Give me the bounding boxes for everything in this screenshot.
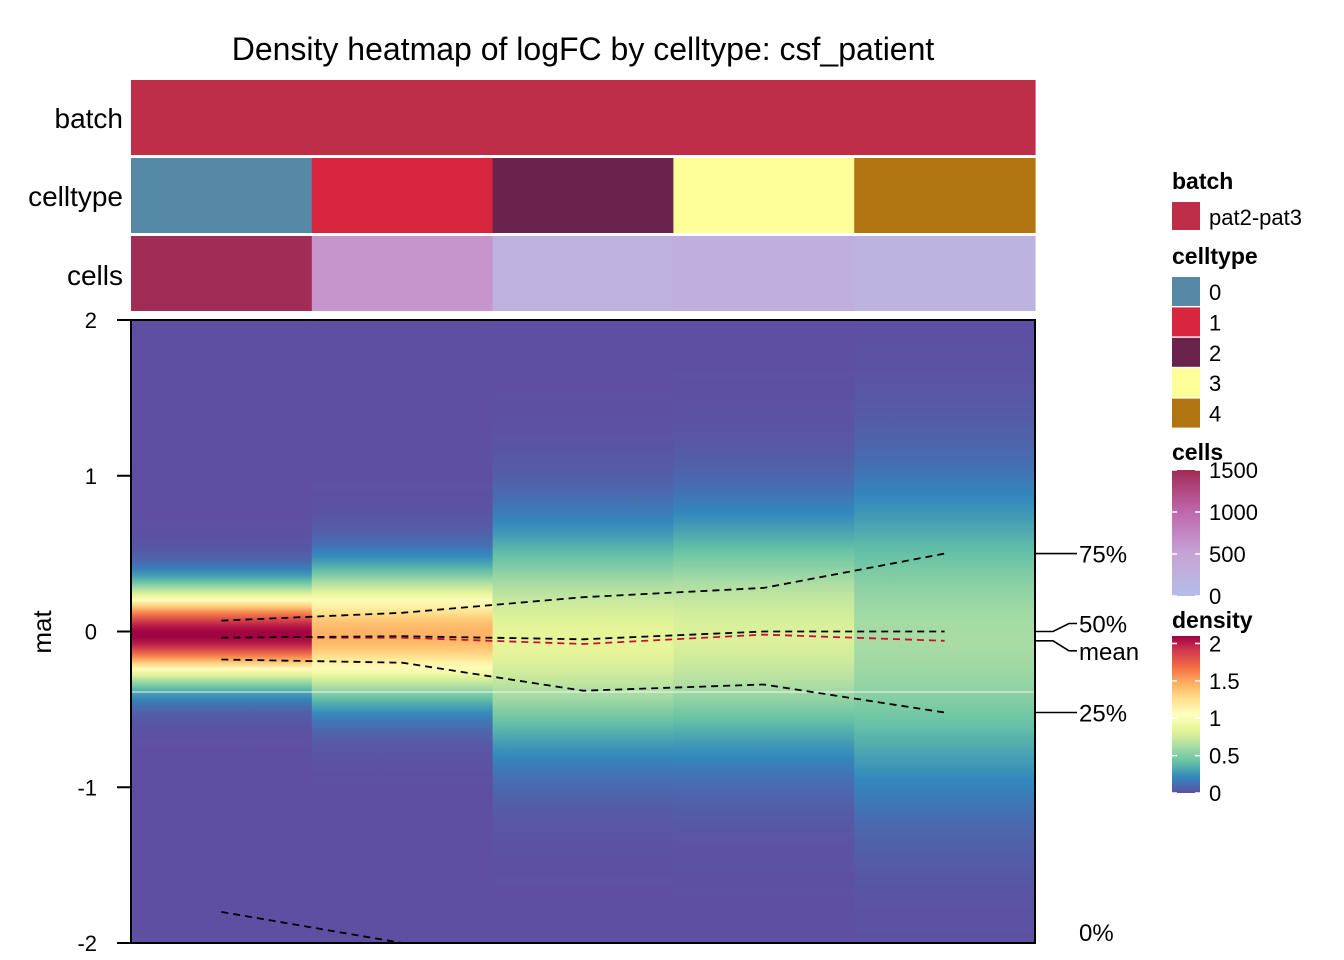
batch-cell	[131, 80, 313, 155]
legend-batch-title: batch	[1172, 168, 1233, 194]
legend-cells-tick-label: 0	[1209, 584, 1221, 609]
quantile-line-50	[221, 630, 945, 641]
legend-density-tick-label: 1	[1209, 706, 1221, 731]
y-tick-label: -1	[77, 775, 97, 800]
density-column	[131, 320, 313, 943]
quantile-labels: 75% 50%mean 25% 0%	[1035, 542, 1139, 947]
quantile-label-q0: 0%	[1079, 920, 1114, 947]
legend-celltype-swatch	[1172, 307, 1200, 337]
celltype-cell	[673, 158, 855, 233]
quantile-line-25	[221, 658, 945, 714]
legend-density-colorbar	[1172, 636, 1200, 793]
y-axis: 2 1 0 -1 -2	[77, 308, 132, 956]
legend-cells-title: cells	[1172, 439, 1223, 465]
legend-celltype-title: celltype	[1172, 243, 1258, 269]
legend-celltype-label: 0	[1209, 280, 1221, 305]
legend-celltype-label: 3	[1209, 371, 1221, 396]
celltype-cell	[131, 158, 313, 233]
legend-density-tick-label: 0.5	[1209, 744, 1240, 769]
legend-celltype: celltype 0 1 2 3 4	[1172, 243, 1258, 428]
legend-cells-tick-label: 1000	[1209, 500, 1258, 525]
cells-cell	[311, 236, 494, 311]
legend-density-tick-label: 2	[1209, 631, 1221, 656]
batch-cell	[492, 80, 674, 155]
legend-batch-swatch	[1172, 202, 1200, 230]
cells-cell	[854, 236, 1036, 311]
cells-cell	[131, 236, 313, 311]
annotation-label-cells: cells	[67, 260, 123, 291]
legend-celltype-swatch	[1172, 368, 1200, 398]
y-tick-label: -2	[77, 931, 97, 956]
legend-density-tick-label: 1.5	[1209, 669, 1240, 694]
quantile-line-75	[221, 552, 945, 622]
quantile-connector-mean	[1035, 640, 1077, 652]
legend-celltype-swatch	[1172, 277, 1200, 306]
quantile-label-q25: 25%	[1079, 700, 1127, 727]
legend-batch: batch pat2-pat3	[1172, 168, 1302, 230]
cells-cell	[492, 236, 674, 311]
annotation-track-batch	[131, 80, 1036, 155]
quantile-label-q50: 50%	[1079, 612, 1127, 639]
cells-cell	[673, 236, 855, 311]
chart-title: Density heatmap of logFC by celltype: cs…	[232, 31, 935, 67]
annotation-track-celltype	[131, 158, 1036, 233]
celltype-cell	[492, 158, 674, 233]
legend-cells-colorbar	[1172, 470, 1200, 596]
legend-celltype-swatch	[1172, 398, 1200, 428]
legend-batch-label: pat2-pat3	[1209, 205, 1302, 230]
density-column	[492, 320, 674, 943]
quantile-label-mean: mean	[1079, 639, 1139, 666]
legend-cells: cells 1500 1000 500 0	[1172, 439, 1258, 609]
batch-cell	[854, 80, 1036, 155]
annotation-track-cells	[131, 236, 1036, 311]
y-axis-label: mat	[27, 610, 57, 654]
batch-cell	[673, 80, 855, 155]
legend-celltype-label: 1	[1209, 310, 1221, 335]
quantile-label-q75: 75%	[1079, 542, 1127, 569]
quantile-connector-q50	[1035, 622, 1077, 633]
legend-celltype-swatch	[1172, 337, 1200, 367]
celltype-cell	[854, 158, 1036, 233]
annotation-label-celltype: celltype	[28, 181, 123, 212]
legend-celltype-label: 2	[1209, 341, 1221, 366]
y-tick-label: 0	[85, 620, 97, 645]
legend-celltype-label: 4	[1209, 402, 1221, 427]
legend-cells-tick-label: 500	[1209, 542, 1246, 567]
mean-line	[221, 633, 945, 645]
quantile-lines	[221, 552, 945, 944]
annotation-label-batch: batch	[55, 103, 124, 134]
legend-density-title: density	[1172, 607, 1253, 633]
legend-cells-tick-label: 1500	[1209, 458, 1258, 483]
y-tick-label: 1	[85, 464, 97, 489]
quantile-line-0	[221, 911, 403, 944]
legend-density-tick-label: 0	[1209, 781, 1221, 806]
y-tick-label: 2	[85, 308, 97, 333]
batch-cell	[311, 80, 494, 155]
legend-density: density 2 1.5 1 0.5 0	[1172, 607, 1253, 806]
density-column	[311, 320, 494, 943]
celltype-cell	[311, 158, 494, 233]
